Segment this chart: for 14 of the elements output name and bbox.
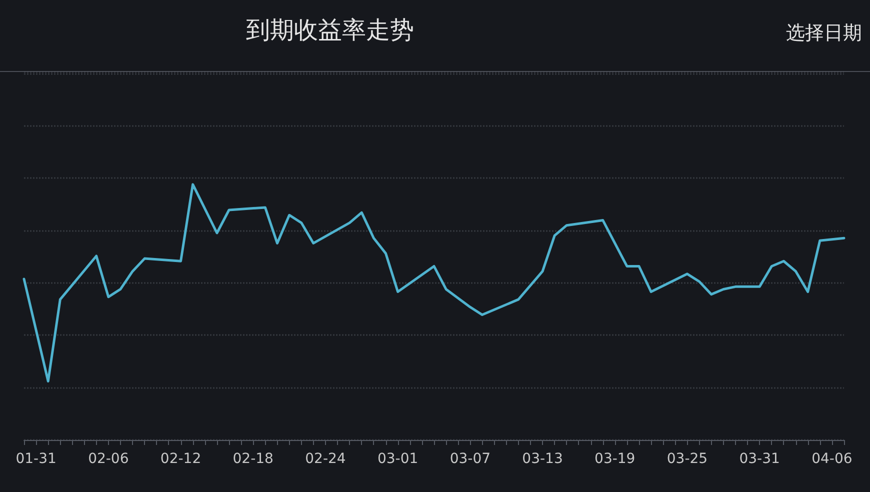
x-tick-label: 03-07 [450, 451, 491, 467]
x-tick-label: 01-31 [16, 451, 56, 467]
text: 选择日期 [786, 21, 862, 46]
x-tick-label: 03-01 [377, 451, 418, 467]
x-tick-label: 03-25 [666, 451, 708, 467]
x-tick-label: 03-19 [594, 451, 636, 467]
x-tick-label: 02-06 [88, 451, 129, 467]
x-tick-label: 03-31 [739, 451, 780, 467]
chart-title: 到期收益率走势 [245, 15, 415, 46]
x-tick-label: 02-24 [305, 451, 346, 467]
x-tick-label: 03-13 [522, 451, 563, 467]
x-tick-label: 04-06 [812, 451, 852, 467]
x-tick-label: 02-18 [232, 451, 274, 467]
x-tick-label: 02-12 [160, 451, 202, 467]
